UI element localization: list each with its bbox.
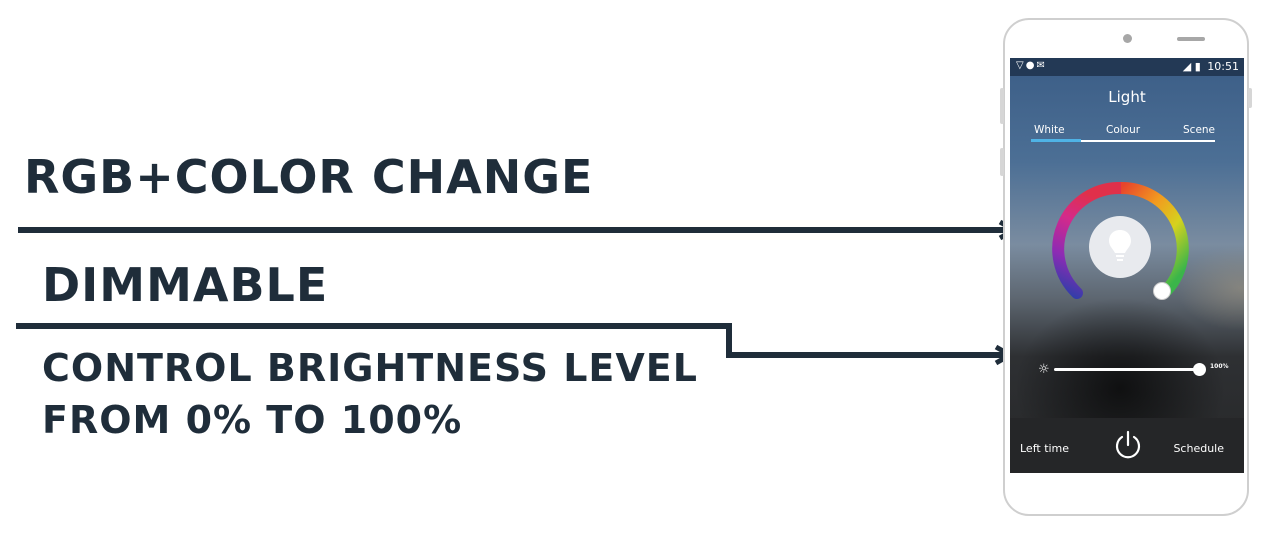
color-wheel[interactable] — [1051, 182, 1191, 306]
lightbulb-icon — [1109, 230, 1131, 261]
volume-button — [1000, 88, 1004, 124]
bottom-bar: Left time Schedule — [1010, 418, 1244, 473]
tab-colour[interactable]: Colour — [1106, 124, 1141, 136]
phone-camera — [1123, 34, 1132, 43]
power-icon[interactable] — [1114, 430, 1142, 460]
chat-icon: ● — [1025, 60, 1037, 71]
tab-underline — [1031, 140, 1215, 142]
battery-icon: ▮ — [1194, 60, 1201, 73]
brightness-slider[interactable] — [1054, 368, 1200, 371]
status-time: 10:51 — [1207, 60, 1239, 73]
wifi-icon: ▽ — [1016, 60, 1026, 71]
tab-white[interactable]: White — [1034, 124, 1065, 136]
app-screen: ▽●✉ ◢ ▮ 10:51 Light White Colour Scene — [1010, 58, 1244, 473]
arrow-color-wheel — [18, 219, 1020, 241]
headline-brightness-line2: FROM 0% TO 100% — [42, 398, 463, 442]
headline-rgb-color-change: RGB+COLOR CHANGE — [24, 150, 594, 204]
side-button — [1000, 148, 1004, 176]
color-wheel-knob[interactable] — [1153, 282, 1171, 300]
status-bar: ▽●✉ ◢ ▮ 10:51 — [1010, 58, 1244, 76]
brightness-value: 100% — [1210, 363, 1229, 370]
tab-scene[interactable]: Scene — [1183, 124, 1216, 136]
tab-active-indicator — [1031, 139, 1081, 142]
schedule-button[interactable]: Schedule — [1173, 442, 1224, 455]
signal-icon: ◢ — [1182, 60, 1192, 73]
power-side-button — [1248, 88, 1252, 108]
bulb-button[interactable] — [1089, 216, 1151, 278]
brightness-slider-thumb[interactable] — [1193, 363, 1206, 376]
headline-dimmable: DIMMABLE — [42, 258, 329, 312]
brightness-icon: ☼ — [1038, 362, 1050, 377]
left-time-button[interactable]: Left time — [1020, 442, 1070, 455]
headline-brightness: CONTROL BRIGHTNESS LEVEL FROM 0% TO 100% — [42, 342, 698, 446]
headline-brightness-line1: CONTROL BRIGHTNESS LEVEL — [42, 346, 698, 390]
mail-icon: ✉ — [1036, 60, 1047, 71]
arrow-brightness-slider — [16, 323, 1016, 366]
page-title: Light — [1108, 88, 1146, 106]
phone-speaker — [1177, 37, 1205, 41]
